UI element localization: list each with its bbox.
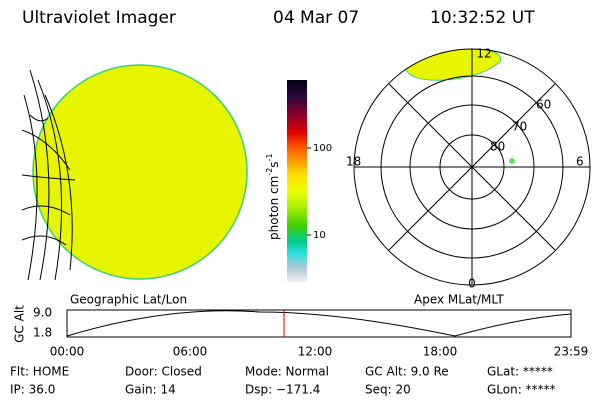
status-field: Seq: 20: [365, 383, 411, 397]
footer: Flt: HOME Door: Closed Mode: Normal GC Alt:…: [10, 365, 556, 397]
status-field: Mode: Normal: [245, 365, 329, 379]
mlt-label: 12: [476, 47, 491, 61]
polar-panel: 12 18 6 0 60 70 80: [346, 47, 591, 291]
timeline-box: [66, 309, 572, 338]
timeline-y-label: 1.8: [33, 326, 52, 340]
timeline-time-label: 00:00: [50, 345, 85, 359]
mlt-label: 18: [346, 155, 361, 169]
timeline-time-label: 12:00: [298, 345, 333, 359]
date: 04 Mar 07: [273, 8, 359, 28]
timeline-time-label: 06:00: [173, 345, 208, 359]
mlt-label: 6: [576, 155, 584, 169]
aurora-spot: [509, 158, 515, 164]
timeline: GC Alt 9.0 1.8 00:00 06:00 12:00 18:00 2…: [13, 305, 589, 359]
status-field: GLon: *****: [487, 383, 556, 397]
status-field: IP: 36.0: [10, 383, 55, 397]
header: Ultraviolet Imager 04 Mar 07 10:32:52 UT: [22, 8, 535, 28]
panel-label: Apex MLat/MLT: [414, 293, 504, 307]
geographic-panel: [22, 64, 248, 281]
status-field: Flt: HOME: [10, 365, 69, 379]
status-field: Door: Closed: [125, 365, 202, 379]
mlat-label: 80: [490, 140, 505, 154]
colorbar-tick-label: 100: [313, 143, 332, 154]
uv-disk: [32, 64, 248, 280]
colorbar-unit: photon cm-2s-1: [265, 153, 281, 240]
unit-base: photon cm: [267, 176, 281, 240]
status-field: Gain: 14: [125, 383, 176, 397]
altitude-curve: [66, 310, 572, 337]
mlat-label: 70: [512, 120, 527, 134]
status-field: GLat: *****: [487, 365, 553, 379]
colorbar-scale: [287, 80, 307, 282]
title: Ultraviolet Imager: [22, 8, 176, 28]
timeline-time-label: 23:59: [554, 345, 589, 359]
mlt-line: [388, 83, 556, 251]
status-field: Dsp: −171.4: [245, 383, 320, 397]
mlat-label: 60: [536, 98, 551, 112]
timeline-y-label: 9.0: [33, 306, 52, 320]
timeline-time-label: 18:00: [423, 345, 458, 359]
mlt-label: 0: [468, 277, 476, 291]
unit-mid: s: [267, 161, 281, 167]
status-field: GC Alt: 9.0 Re: [365, 365, 449, 379]
panel-label: Geographic Lat/Lon: [70, 293, 187, 307]
colorbar: 100 10 photon cm-2s-1: [265, 80, 332, 282]
unit-exp: -1: [265, 153, 274, 161]
timeline-axis-label: GC Alt: [13, 305, 27, 343]
colorbar-tick-label: 10: [313, 230, 326, 241]
geo-grid: [22, 69, 76, 281]
time: 10:32:52 UT: [430, 8, 535, 28]
unit-exp: -2: [265, 168, 274, 176]
